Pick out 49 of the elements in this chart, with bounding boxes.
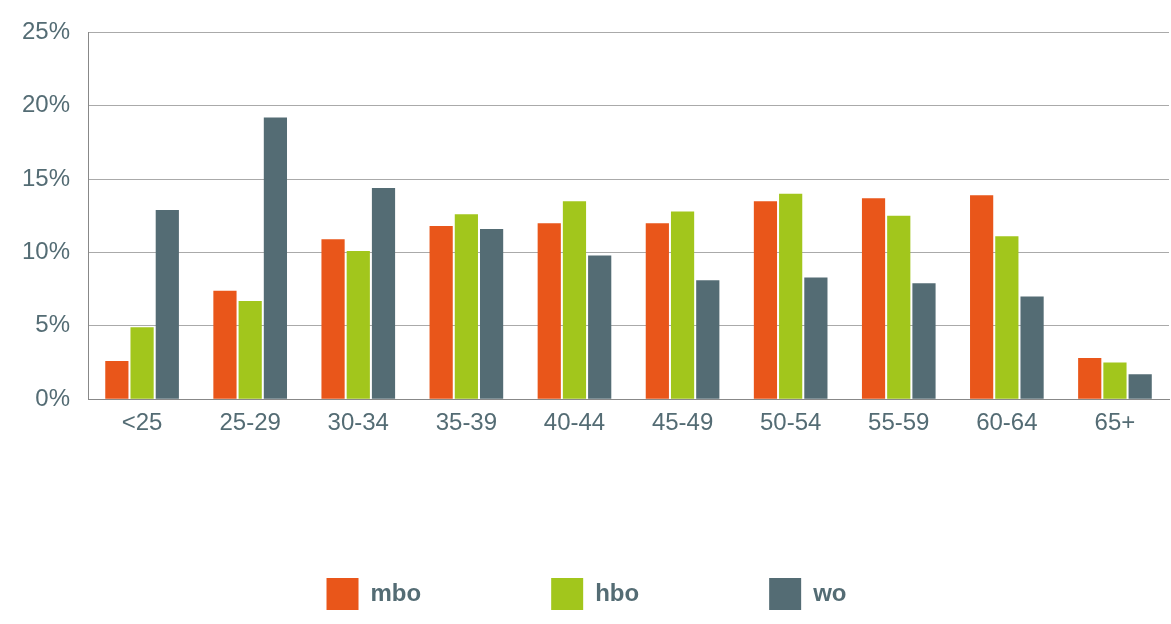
y-tick-label: 25% xyxy=(21,17,71,45)
bar xyxy=(753,201,778,399)
bar xyxy=(1020,296,1044,399)
bar xyxy=(130,327,154,399)
bar xyxy=(105,361,129,399)
legend-label: mbo xyxy=(370,578,422,606)
bar xyxy=(479,229,504,399)
x-tick-label: 25-29 xyxy=(219,408,281,436)
y-tick-label: 15% xyxy=(21,163,71,191)
x-tick-label: 40-44 xyxy=(543,408,606,436)
x-tick-label: <25 xyxy=(121,408,163,436)
x-tick-label: 50-54 xyxy=(759,408,822,436)
bar xyxy=(588,255,612,399)
bar xyxy=(213,290,237,399)
x-tick-label: 30-34 xyxy=(327,408,389,436)
bar xyxy=(537,223,561,399)
x-tick-label: 45-49 xyxy=(651,408,714,436)
bar xyxy=(346,251,370,399)
bar xyxy=(1128,374,1152,399)
bar xyxy=(670,211,695,399)
legend-label: wo xyxy=(812,578,847,606)
bar xyxy=(887,215,911,399)
bar xyxy=(861,198,886,399)
bar xyxy=(155,209,179,399)
bar xyxy=(371,187,396,399)
bar xyxy=(1078,358,1102,399)
bar xyxy=(454,214,478,399)
legend-label: hbo xyxy=(595,578,640,606)
bar xyxy=(696,280,720,399)
bar xyxy=(995,236,1019,399)
bar xyxy=(238,300,262,399)
x-tick-label: 55-59 xyxy=(868,408,930,436)
bar xyxy=(263,117,288,399)
bar xyxy=(912,283,936,399)
bar xyxy=(1103,362,1127,399)
bar xyxy=(429,226,453,399)
y-tick-label: 10% xyxy=(21,237,71,265)
bar xyxy=(970,195,994,399)
x-tick-label: 60-64 xyxy=(976,408,1038,436)
x-tick-label: 35-39 xyxy=(435,408,498,436)
bar xyxy=(562,201,587,399)
bar xyxy=(804,277,828,399)
y-tick-label: 5% xyxy=(35,310,71,338)
bar xyxy=(779,193,803,399)
y-tick-label: 20% xyxy=(21,90,71,118)
y-tick-label: 0% xyxy=(35,383,71,411)
bar xyxy=(645,223,669,399)
bar xyxy=(321,239,345,399)
x-tick-label: 65+ xyxy=(1094,408,1136,436)
